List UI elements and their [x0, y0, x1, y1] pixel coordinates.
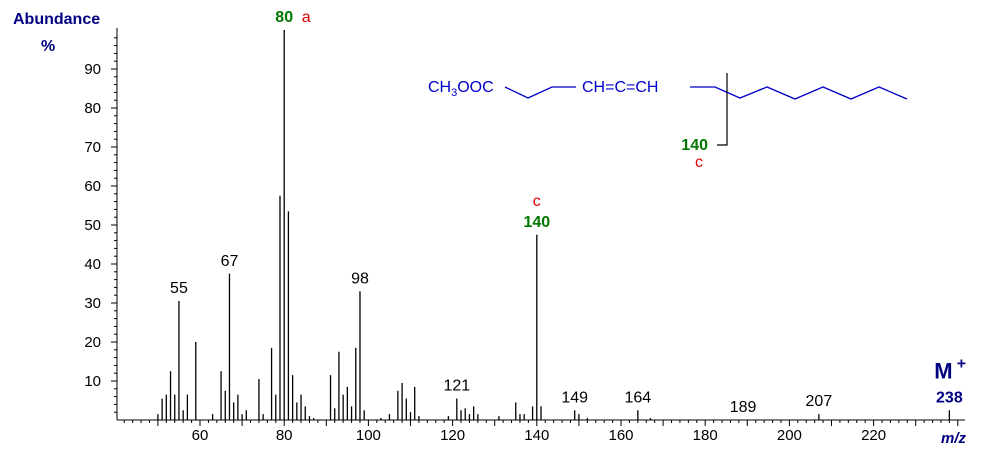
y-tick-label: 30: [84, 295, 101, 312]
y-tick-label: 70: [84, 139, 101, 156]
peak-label: 238: [936, 389, 963, 406]
cleavage-marker: [717, 73, 728, 146]
y-tick-label: 60: [84, 178, 101, 195]
x-tick-label: 80: [276, 427, 293, 444]
peak-label: 164: [624, 389, 651, 406]
peak-label: 207: [806, 393, 833, 410]
peak-label: 189: [730, 399, 757, 416]
chain-bonds-right: [690, 86, 908, 100]
fragment-tag: c: [695, 154, 703, 171]
peak-label: 140: [523, 214, 550, 231]
y-tick-label: 20: [84, 334, 101, 351]
y-tick-label: 40: [84, 256, 101, 273]
y-tick-label: 90: [84, 61, 101, 78]
y-axis-unit: %: [41, 38, 55, 55]
y-tick-label: 80: [84, 100, 101, 117]
x-tick-label: 180: [693, 427, 718, 444]
y-axis-title: Abundance: [13, 11, 100, 28]
x-tick-label: 100: [356, 427, 381, 444]
axes: 10 20 30 40 50 60 70 80 90 60 80 100 120 140 160 180 200…: [13, 11, 967, 447]
x-tick-label: 140: [524, 427, 549, 444]
formula-ester: CH3OOC: [428, 79, 494, 99]
fragment-mass: 140: [681, 137, 708, 154]
molecular-ion-charge: +: [957, 355, 966, 372]
peak-annotation: a: [302, 9, 311, 26]
peak-label: 98: [351, 270, 369, 287]
x-tick-label: 200: [777, 427, 802, 444]
molecular-ion-label: M: [934, 358, 952, 383]
y-tick-label: 50: [84, 217, 101, 234]
x-tick-label: 160: [608, 427, 633, 444]
y-tick-label: 10: [84, 373, 101, 390]
peak-label: 55: [170, 280, 188, 297]
peak-bars: [157, 30, 951, 420]
peak-label: 80: [275, 9, 293, 26]
allene-group: CH=C=CH: [582, 79, 658, 96]
x-tick-label: 120: [440, 427, 465, 444]
x-tick-label: 60: [192, 427, 209, 444]
x-tick-label: 220: [861, 427, 886, 444]
peak-label: 149: [561, 389, 588, 406]
peak-label: 121: [443, 378, 470, 395]
x-axis-title: m/z: [941, 430, 967, 447]
peak-annotation: c: [533, 193, 541, 210]
chain-bonds-left: [504, 86, 576, 99]
peak-label: 67: [221, 253, 239, 270]
